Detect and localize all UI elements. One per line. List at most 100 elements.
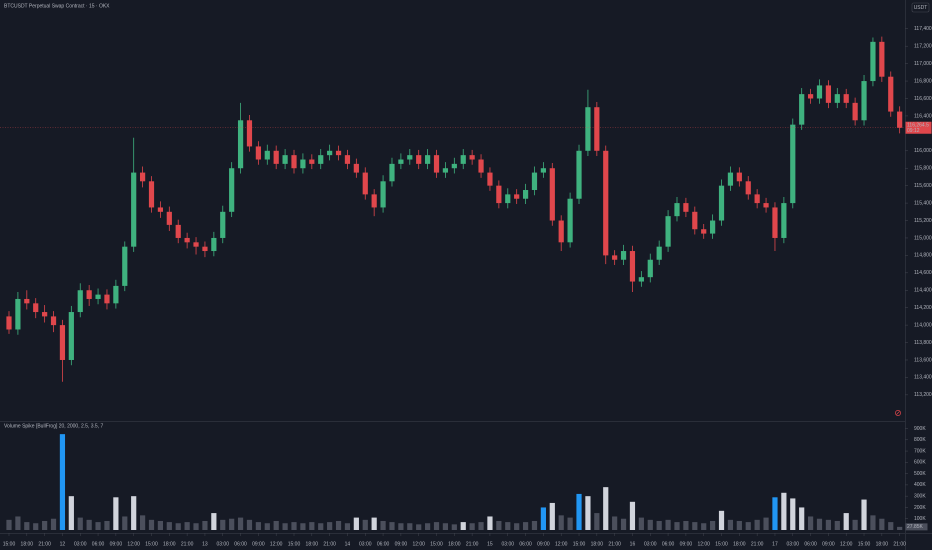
- volume-bar: [291, 522, 297, 530]
- candle-body: [425, 155, 431, 164]
- candle-body: [211, 237, 217, 252]
- volume-bar: [807, 516, 814, 530]
- candle-body: [469, 155, 475, 160]
- candle-body: [745, 181, 751, 195]
- volume-bar: [166, 522, 172, 530]
- volume-bar: [193, 523, 199, 530]
- volume-bar: [772, 497, 778, 530]
- volume-bar: [638, 517, 644, 530]
- x-tick-label: 12:00: [270, 541, 283, 547]
- candle-body: [42, 312, 48, 317]
- candle-body: [86, 290, 92, 299]
- currency-button[interactable]: [911, 2, 930, 13]
- x-tick-label: 15:00: [858, 541, 871, 547]
- volume-bar: [77, 517, 83, 530]
- x-tick-label: 18:00: [163, 541, 176, 547]
- candle-body: [291, 155, 297, 169]
- candle-body: [327, 150, 333, 156]
- x-tick-label: 18:00: [21, 541, 34, 547]
- y-tick-label: 117,000.0: [914, 61, 932, 67]
- candle-body: [825, 85, 832, 103]
- x-tick-label: 15: [487, 541, 493, 547]
- candle-body: [15, 298, 21, 330]
- volume-bar: [852, 519, 858, 530]
- x-tick-label: 21:00: [751, 541, 764, 547]
- volume-bar: [505, 522, 511, 530]
- volume-bar: [113, 497, 119, 530]
- candle-body: [585, 107, 591, 151]
- candle-body: [727, 172, 734, 186]
- y-tick-label: 113,800.0: [914, 340, 932, 346]
- volume-bar: [95, 522, 101, 530]
- candle-body: [674, 203, 680, 217]
- volume-bar: [710, 520, 716, 530]
- candle-body: [692, 211, 698, 230]
- x-tick-label: 06:00: [234, 541, 247, 547]
- candle-body: [380, 181, 386, 208]
- last-price-tag: [905, 121, 932, 134]
- candle-body: [229, 168, 235, 212]
- candle-body: [104, 294, 110, 304]
- volume-bar: [335, 520, 342, 530]
- volume-bar: [131, 496, 137, 530]
- y-tick-label: 114,400.0: [914, 288, 932, 294]
- volume-bar: [594, 513, 600, 530]
- volume-bar: [567, 517, 573, 530]
- volume-bar: [211, 513, 217, 530]
- candle-body: [558, 220, 564, 243]
- volume-bar: [870, 515, 876, 530]
- x-tick-label: 21:00: [38, 541, 51, 547]
- volume-bar: [425, 523, 431, 530]
- candle-body: [442, 168, 449, 173]
- volume-bar: [718, 510, 725, 530]
- candle-body: [701, 229, 707, 234]
- volume-bar: [273, 520, 279, 530]
- volume-bar: [612, 516, 618, 530]
- candle-body: [620, 251, 627, 260]
- volume-bar: [362, 519, 368, 530]
- x-tick-label: 06:00: [519, 541, 532, 547]
- candle-body: [870, 41, 876, 82]
- candle-body: [834, 94, 840, 103]
- x-tick-label: 18:00: [733, 541, 746, 547]
- candle-body: [184, 237, 190, 243]
- x-tick-label: 09:00: [110, 541, 123, 547]
- candle-body: [665, 216, 671, 247]
- candle-body: [790, 124, 796, 204]
- volume-bar: [24, 522, 30, 530]
- volume-y-tick-label: 500K: [914, 471, 926, 477]
- candle-body: [33, 303, 39, 313]
- candle-body: [549, 168, 555, 221]
- candle-body: [59, 325, 66, 360]
- candle-body: [166, 211, 172, 225]
- volume-bar: [416, 524, 422, 530]
- alert-icon[interactable]: [895, 410, 901, 416]
- currency-label[interactable]: USDT: [914, 5, 928, 11]
- x-tick-label: 15:00: [430, 541, 443, 547]
- volume-bar: [300, 523, 306, 530]
- volume-bar: [246, 519, 253, 530]
- x-tick-label: 09:00: [537, 541, 550, 547]
- volume-bar: [371, 517, 377, 530]
- candle-body: [282, 155, 288, 164]
- y-tick-label: 113,600.0: [914, 357, 932, 363]
- volume-bar: [469, 523, 475, 530]
- y-tick-label: 115,000.0: [914, 235, 932, 241]
- x-tick-label: 18:00: [448, 541, 461, 547]
- candle-body: [371, 194, 377, 208]
- x-tick-label: 06:00: [92, 541, 105, 547]
- candle-body: [389, 163, 395, 182]
- volume-bar: [647, 519, 653, 530]
- y-tick-label: 116,000.0: [914, 148, 932, 154]
- volume-bar: [59, 434, 66, 530]
- volume-bar: [175, 523, 181, 530]
- candle-body: [781, 203, 787, 238]
- candle-body: [77, 290, 83, 313]
- candle-body: [344, 155, 351, 164]
- y-tick-label: 116,800.0: [914, 78, 932, 84]
- x-tick-label: 03:00: [216, 541, 229, 547]
- candle-body: [612, 255, 618, 260]
- volume-bar: [407, 523, 413, 530]
- volume-bar: [558, 515, 564, 530]
